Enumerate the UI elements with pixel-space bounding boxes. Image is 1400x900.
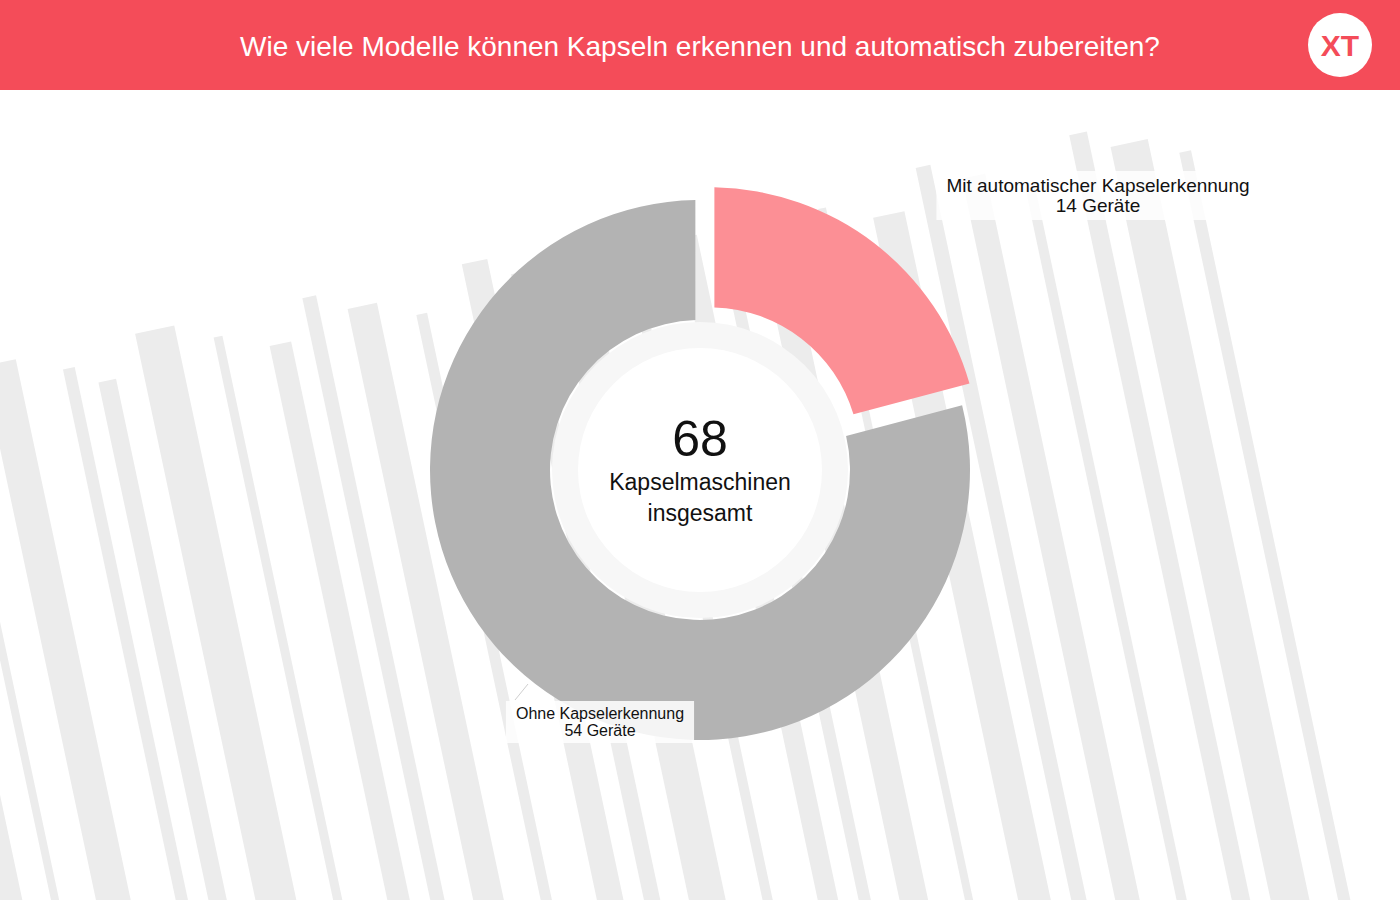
logo-circle: [1308, 13, 1372, 77]
background: [0, 111, 1357, 900]
background-stripe: [1179, 150, 1357, 900]
total-value: 68: [672, 411, 728, 467]
donut: [430, 187, 970, 740]
title-banner: [0, 0, 1400, 90]
chart: Wie viele Modelle können Kapseln erkenne…: [0, 0, 1400, 900]
background-stripe: [962, 174, 1152, 900]
label-background: [936, 171, 1259, 220]
logo: XT: [1321, 29, 1359, 62]
donut-hole: [552, 322, 848, 618]
data-label: Ohne Kapselerkennung54 Geräte: [506, 701, 694, 743]
label-background: [506, 701, 694, 743]
donut-hole-inner: [578, 348, 822, 592]
value-label: 54 Geräte: [564, 722, 635, 739]
leader-line: [515, 684, 528, 700]
slice: [714, 187, 969, 414]
value-label: 14 Geräte: [1056, 195, 1141, 216]
data-label: Mit automatischer Kapselerkennung14 Gerä…: [936, 171, 1259, 220]
total-label: Kapselmaschineninsgesamt: [609, 469, 791, 526]
title: Wie viele Modelle können Kapseln erkenne…: [240, 31, 1160, 62]
category-label: Ohne Kapselerkennung: [516, 705, 684, 722]
slice: [430, 200, 970, 740]
category-label: Mit automatischer Kapselerkennung: [946, 175, 1249, 196]
